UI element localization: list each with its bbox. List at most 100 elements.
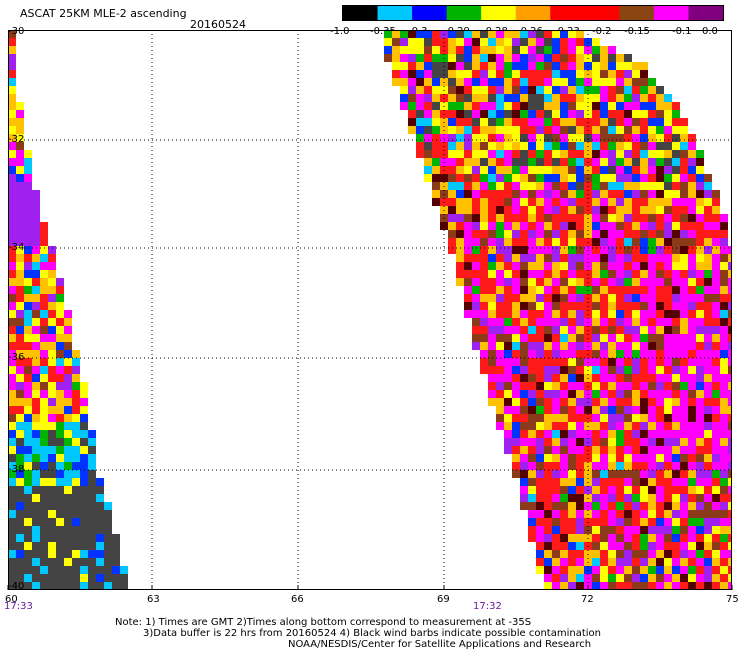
swath-cell	[672, 110, 680, 118]
swath-cell	[704, 262, 712, 270]
swath-cell	[624, 198, 632, 206]
swath-cell	[608, 278, 616, 286]
swath-cell	[496, 270, 504, 278]
swath-cell	[672, 566, 680, 574]
swath-cell	[72, 574, 80, 582]
swath-cell	[536, 518, 544, 526]
swath-cell	[536, 542, 544, 550]
swath-cell	[568, 110, 576, 118]
swath-cell	[432, 70, 440, 78]
colorbar-border	[342, 5, 724, 21]
swath-cell	[88, 486, 96, 494]
swath-cell	[56, 358, 64, 366]
swath-cell	[96, 510, 104, 518]
swath-cell	[568, 470, 576, 478]
swath-cell	[536, 502, 544, 510]
swath-cell	[632, 462, 640, 470]
swath-cell	[16, 558, 24, 566]
swath-cell	[616, 494, 624, 502]
swath-cell	[504, 238, 512, 246]
swath-cell	[416, 86, 424, 94]
swath-cell	[48, 270, 56, 278]
swath-cell	[656, 334, 664, 342]
swath-cell	[544, 118, 552, 126]
swath-cell	[88, 510, 96, 518]
swath-cell	[600, 438, 608, 446]
swath-cell	[536, 278, 544, 286]
swath-cell	[8, 102, 16, 110]
swath-cell	[520, 478, 528, 486]
swath-cell	[24, 390, 32, 398]
swath-cell	[72, 414, 80, 422]
swath-cell	[528, 478, 536, 486]
swath-cell	[592, 94, 600, 102]
swath-cell	[560, 70, 568, 78]
swath-cell	[32, 374, 40, 382]
swath-cell	[600, 478, 608, 486]
swath-cell	[688, 270, 696, 278]
swath-cell	[664, 334, 672, 342]
swath-cell	[560, 46, 568, 54]
swath-cell	[552, 166, 560, 174]
swath-cell	[568, 438, 576, 446]
swath-cell	[56, 310, 64, 318]
swath-cell	[656, 566, 664, 574]
swath-cell	[648, 446, 656, 454]
swath-cell	[104, 574, 112, 582]
swath-cell	[680, 350, 688, 358]
swath-cell	[488, 294, 496, 302]
swath-cell	[696, 398, 704, 406]
swath-cell	[680, 582, 688, 590]
swath-cell	[696, 214, 704, 222]
swath-cell	[688, 326, 696, 334]
latitude-label: -34	[8, 242, 25, 253]
swath-cell	[728, 414, 732, 422]
swath-cell	[504, 318, 512, 326]
swath-cell	[680, 318, 688, 326]
swath-cell	[704, 382, 712, 390]
swath-cell	[624, 302, 632, 310]
swath-cell	[408, 126, 416, 134]
swath-cell	[680, 374, 688, 382]
swath-cell	[616, 246, 624, 254]
swath-cell	[528, 70, 536, 78]
swath-cell	[704, 286, 712, 294]
swath-cell	[728, 574, 732, 582]
swath-cell	[64, 574, 72, 582]
swath-cell	[576, 262, 584, 270]
swath-cell	[536, 430, 544, 438]
swath-cell	[592, 406, 600, 414]
swath-cell	[624, 70, 632, 78]
swath-cell	[704, 430, 712, 438]
swath-cell	[672, 166, 680, 174]
latitude-label: -32	[8, 134, 25, 145]
swath-cell	[48, 366, 56, 374]
swath-cell	[656, 86, 664, 94]
swath-cell	[8, 206, 16, 214]
swath-cell	[664, 206, 672, 214]
swath-cell	[520, 198, 528, 206]
swath-cell	[560, 398, 568, 406]
swath-cell	[592, 230, 600, 238]
swath-cell	[688, 486, 696, 494]
swath-cell	[576, 246, 584, 254]
swath-cell	[544, 174, 552, 182]
swath-cell	[656, 262, 664, 270]
swath-cell	[696, 302, 704, 310]
swath-cell	[608, 262, 616, 270]
colorbar-label: -1.0	[330, 26, 350, 37]
swath-cell	[64, 398, 72, 406]
swath-cell	[632, 326, 640, 334]
swath-cell	[672, 510, 680, 518]
swath-cell	[448, 70, 456, 78]
swath-cell	[464, 102, 472, 110]
swath-cell	[728, 502, 732, 510]
swath-cell	[608, 182, 616, 190]
swath-cell	[16, 518, 24, 526]
swath-cell	[8, 574, 16, 582]
swath-cell	[520, 150, 528, 158]
swath-cell	[648, 246, 656, 254]
swath-cell	[600, 534, 608, 542]
swath-cell	[392, 38, 400, 46]
swath-cell	[552, 182, 560, 190]
